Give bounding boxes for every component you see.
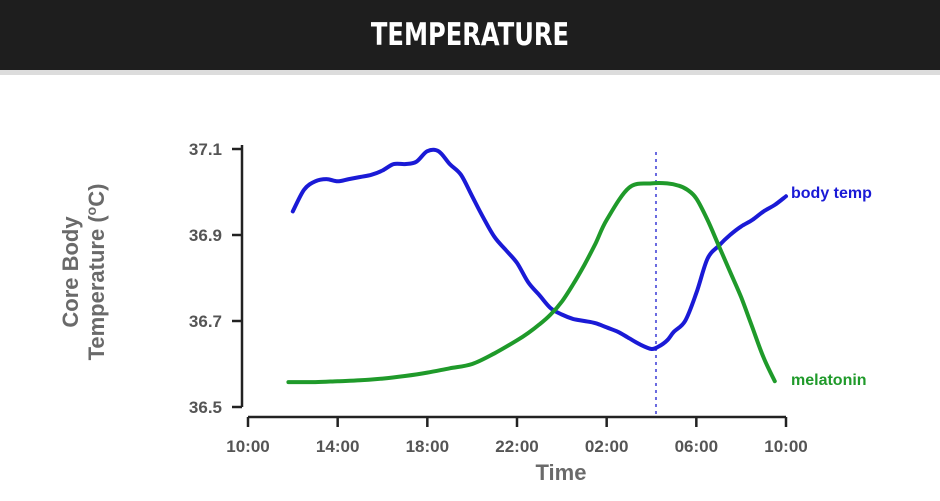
y-axis-ticks: 36.5 36.7 36.9 37.1 bbox=[189, 140, 242, 417]
x-tick-label: 14:00 bbox=[316, 437, 359, 456]
series-label-body-temp: body temp bbox=[791, 185, 872, 202]
x-tick-label: 02:00 bbox=[585, 437, 628, 456]
y-tick-label: 36.9 bbox=[189, 226, 222, 245]
x-axis-title: Time bbox=[536, 460, 587, 485]
x-tick-label: 22:00 bbox=[495, 437, 538, 456]
y-tick-label: 36.7 bbox=[189, 312, 222, 331]
page-header: Temperature bbox=[0, 0, 940, 70]
x-tick-label: 10:00 bbox=[226, 437, 269, 456]
header-divider bbox=[0, 70, 940, 75]
x-tick-label: 06:00 bbox=[675, 437, 718, 456]
y-axis-title: Core Body Temperature (oC) bbox=[58, 184, 109, 361]
y-tick-label: 37.1 bbox=[189, 140, 222, 159]
x-tick-label: 18:00 bbox=[406, 437, 449, 456]
y-tick-label: 36.5 bbox=[189, 398, 222, 417]
y-axis-title-line1: Core Body bbox=[58, 216, 83, 328]
series-label-melatonin: melatonin bbox=[791, 372, 867, 389]
series-group bbox=[286, 147, 788, 385]
x-tick-label: 10:00 bbox=[764, 437, 807, 456]
x-axis-ticks: 10:00 14:00 18:00 22:00 02:00 06:00 10:00 bbox=[226, 417, 808, 456]
series-line-melatonin bbox=[286, 180, 777, 385]
page-title: Temperature bbox=[370, 17, 570, 53]
series-line-body-temp bbox=[290, 147, 788, 352]
y-axis-title-line2: Temperature (oC) bbox=[83, 184, 109, 361]
